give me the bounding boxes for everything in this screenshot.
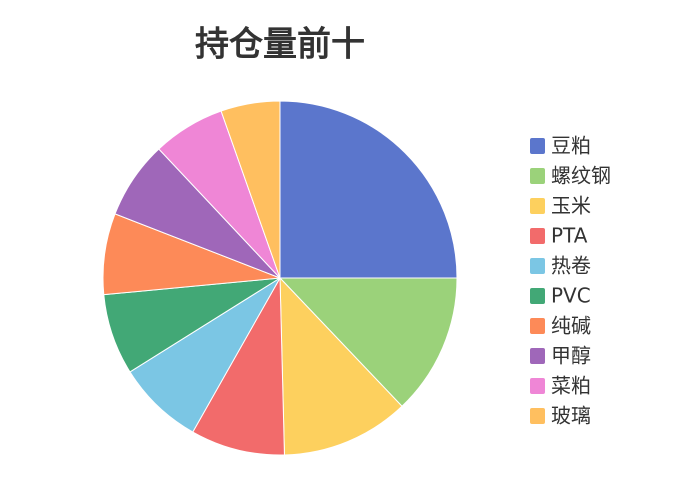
- legend-label: PTA: [551, 224, 588, 248]
- legend-label: 玻璃: [551, 404, 591, 428]
- pie-slice: [220, 100, 281, 279]
- pie-slice: [279, 100, 458, 279]
- legend-label: 豆粕: [551, 134, 591, 158]
- legend-swatch: [530, 228, 545, 244]
- legend-label: 热卷: [551, 254, 591, 278]
- legend-label: 甲醇: [551, 344, 591, 368]
- legend-label: PVC: [551, 284, 591, 308]
- legend-swatch: [530, 348, 545, 364]
- legend-swatch: [530, 198, 545, 214]
- pie-slice: [192, 276, 285, 456]
- legend-swatch: [530, 288, 545, 304]
- legend-label: 菜粕: [551, 374, 591, 398]
- legend-swatch: [530, 168, 545, 184]
- pie-slice: [279, 276, 403, 456]
- legend-label: 螺纹钢: [551, 164, 611, 188]
- legend-swatch: [530, 318, 545, 334]
- legend-swatch: [530, 258, 545, 274]
- legend-swatch: [530, 138, 545, 154]
- chart-title: 持仓量前十: [195, 25, 365, 65]
- legend-label: 纯碱: [551, 314, 591, 338]
- legend-swatch: [530, 408, 545, 424]
- legend-label: 玉米: [551, 194, 591, 218]
- legend-swatch: [530, 378, 545, 394]
- pie-slice: [278, 277, 458, 407]
